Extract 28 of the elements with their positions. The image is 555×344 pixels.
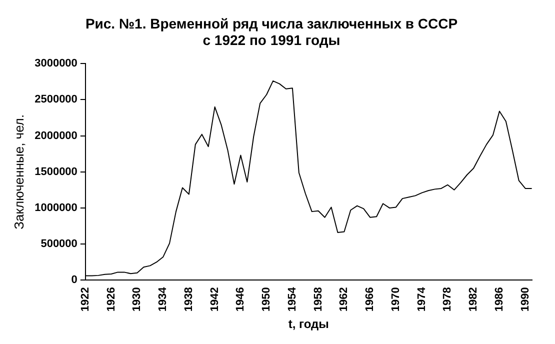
x-tick-label: 1982 <box>468 287 480 312</box>
x-tick-label: 1974 <box>416 286 428 312</box>
x-tick-label: 1986 <box>493 287 506 312</box>
x-tick-label: 1950 <box>260 287 273 312</box>
x-tick-label: 1978 <box>442 287 454 312</box>
x-tick-label: 1954 <box>286 286 298 312</box>
x-tick-label: 1958 <box>312 287 324 312</box>
x-tick-label: 1966 <box>364 287 376 312</box>
x-tick-label: 1938 <box>182 287 195 312</box>
chart-title: Рис. №1. Временной ряд числа заключенных в СССР с 1922 по 1991 годы <box>85 15 458 48</box>
x-axis-title: t, годы <box>288 317 329 332</box>
x-tick-label: 1926 <box>105 287 118 312</box>
y-axis-title: Заключенные, чел. <box>11 114 26 230</box>
x-tick-label: 1942 <box>208 287 221 312</box>
y-tick-label: 500000 <box>40 238 78 250</box>
x-tick-label: 1990 <box>519 287 532 312</box>
x-tick-label: 1922 <box>79 287 92 312</box>
x-tick-label: 1934 <box>157 286 170 312</box>
y-tick-label: 2000000 <box>34 130 78 142</box>
y-tick-label: 0 <box>71 274 78 286</box>
y-tick-label: 1500000 <box>34 166 78 178</box>
x-tick-label: 1946 <box>234 287 247 312</box>
y-tick-label: 3000000 <box>34 58 78 70</box>
x-tick-label: 1970 <box>390 287 402 312</box>
x-tick-label: 1930 <box>131 287 144 312</box>
x-tick-label: 1962 <box>338 287 350 312</box>
y-tick-label: 2500000 <box>34 94 78 106</box>
y-tick-label: 1000000 <box>34 202 78 214</box>
